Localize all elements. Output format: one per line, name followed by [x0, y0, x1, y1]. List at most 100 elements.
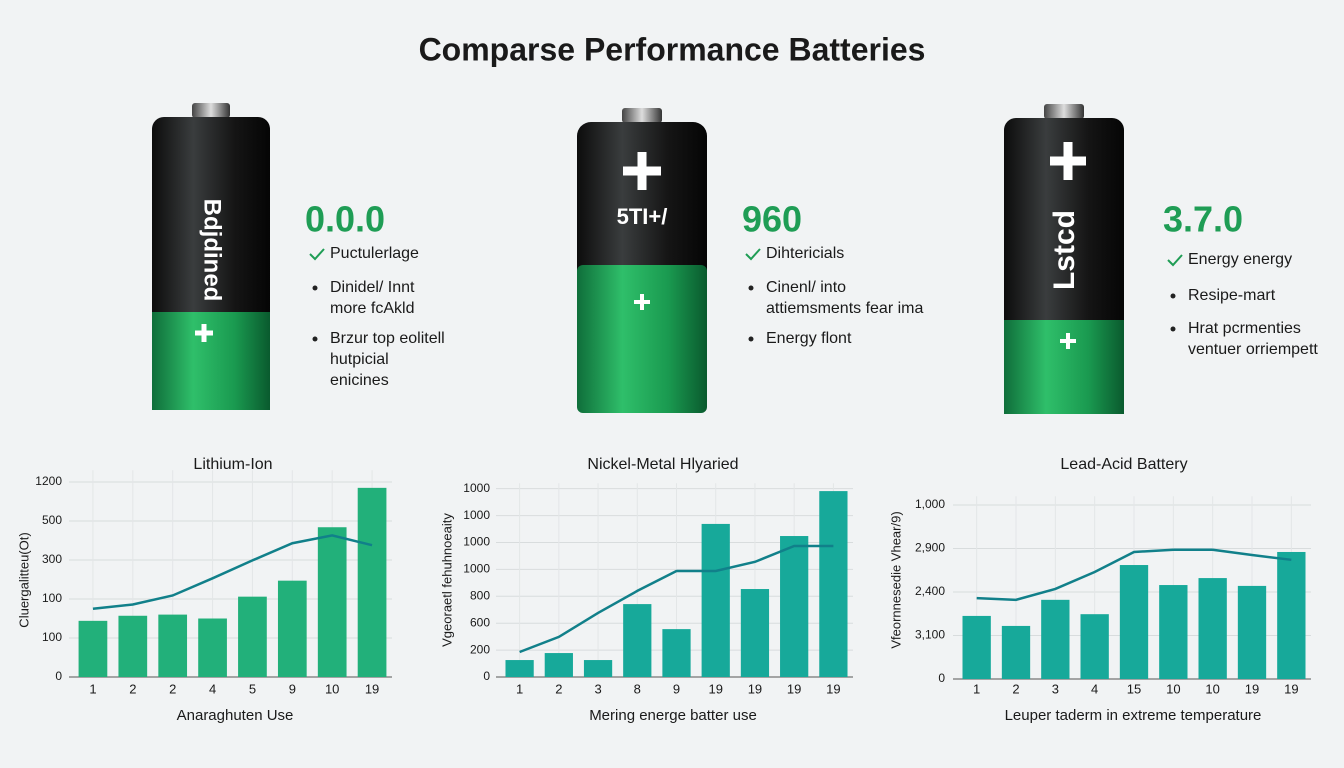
y-tick-label: 1,000 — [915, 497, 945, 511]
y-tick-label: 300 — [42, 552, 62, 566]
list-item: more fcAkld — [330, 300, 414, 317]
bullet — [312, 285, 318, 291]
bullet — [1170, 293, 1176, 299]
y-tick-label: 0 — [55, 669, 62, 683]
line — [976, 548, 1292, 602]
list-item: hutpicial — [330, 351, 389, 368]
x-tick-label: 2 — [169, 681, 176, 696]
x-tick-label: 1 — [516, 681, 523, 696]
bar — [1119, 565, 1149, 679]
list-item: ventuer orriempett — [1188, 341, 1318, 358]
y-tick-label: 100 — [42, 591, 62, 605]
chart-title: Lead-Acid Battery — [1060, 456, 1187, 473]
battery — [577, 108, 707, 413]
bar — [277, 580, 307, 677]
y-tick-label: 1000 — [463, 508, 490, 522]
bar — [158, 614, 188, 677]
list-item: Cinenl/ into — [766, 279, 846, 296]
y-tick-label: 200 — [470, 642, 490, 656]
battery — [152, 103, 270, 410]
stat-value: 3.7.0 — [1163, 199, 1243, 240]
bar — [198, 618, 227, 677]
y-axis-label: Vgeoraetl fehuhnoeaity — [439, 513, 454, 647]
x-tick-label: 15 — [1127, 681, 1141, 696]
line — [92, 534, 373, 610]
y-tick-label: 100 — [42, 630, 62, 644]
list-item: Energy flont — [766, 330, 852, 347]
check-icon — [745, 248, 761, 261]
list-item: Puctulerlage — [330, 245, 419, 262]
x-tick-label: 8 — [634, 681, 641, 696]
list-item: Dihtericials — [766, 245, 844, 262]
x-tick-label: 10 — [1166, 681, 1180, 696]
bar — [505, 660, 534, 677]
y-tick-label: 2,900 — [915, 541, 945, 555]
x-tick-label: 19 — [365, 681, 379, 696]
x-tick-label: 9 — [289, 681, 296, 696]
y-tick-label: 600 — [470, 615, 490, 629]
list-item: Brzur top eolitell — [330, 330, 445, 347]
list-item: Energy energy — [1188, 251, 1292, 268]
bar — [583, 660, 613, 677]
x-tick-label: 10 — [1205, 681, 1219, 696]
bar — [819, 491, 848, 677]
x-tick-label: 1 — [973, 681, 980, 696]
bar — [1277, 551, 1306, 679]
x-tick-label: 10 — [325, 681, 339, 696]
x-tick-label: 1 — [89, 681, 96, 696]
x-tick-label: 2 — [555, 681, 562, 696]
chart-title: Nickel-Metal Hlyaried — [587, 456, 738, 473]
bullet — [748, 336, 754, 342]
battery-label: Bdjdined — [199, 199, 226, 302]
y-tick-label: 800 — [470, 588, 490, 602]
x-tick-label: 19 — [1245, 681, 1259, 696]
bullet — [748, 285, 754, 291]
bar — [1041, 599, 1070, 679]
bar — [1080, 614, 1109, 679]
x-tick-label: 19 — [787, 681, 801, 696]
x-tick-label: 9 — [673, 681, 680, 696]
list-item: Dinidel/ Innt — [330, 279, 415, 296]
bar — [780, 536, 809, 677]
x-tick-label: 4 — [1091, 681, 1098, 696]
bar — [544, 653, 573, 677]
x-tick-label: 19 — [748, 681, 762, 696]
x-tick-label: 5 — [249, 681, 256, 696]
x-axis-label: Mering energe batter use — [589, 707, 757, 724]
stat-value: 0.0.0 — [305, 199, 385, 240]
bullet — [312, 336, 318, 342]
x-tick-label: 2 — [129, 681, 136, 696]
page-title: Comparse Performance Batteries — [419, 31, 926, 67]
y-tick-label: 1000 — [463, 535, 490, 549]
list-item: Hrat pcrmenties — [1188, 320, 1301, 337]
bar — [357, 487, 387, 677]
bar — [623, 604, 652, 677]
bar — [740, 589, 770, 677]
chart-title: Lithium-Ion — [193, 456, 272, 473]
y-tick-label: 500 — [42, 513, 62, 527]
check-icon — [1167, 254, 1183, 267]
battery — [1004, 104, 1124, 414]
stat-value: 960 — [742, 199, 802, 240]
x-tick-label: 19 — [1284, 681, 1298, 696]
y-tick-label: 1200 — [35, 474, 62, 488]
x-axis-label: Leuper taderm in extreme temperature — [1005, 707, 1262, 724]
y-axis-label: Vfeornnesedie Vhear/9) — [888, 511, 903, 648]
x-tick-label: 3 — [1052, 681, 1059, 696]
y-tick-label: 2,400 — [915, 584, 945, 598]
x-tick-label: 4 — [209, 681, 216, 696]
y-tick-label: 1000 — [463, 562, 490, 576]
battery-label: Lstcd — [1048, 210, 1081, 290]
bar — [1237, 585, 1267, 679]
line — [519, 544, 834, 654]
y-tick-label: 1000 — [463, 481, 490, 495]
bar — [662, 629, 691, 677]
bullet — [1170, 326, 1176, 332]
bar — [118, 615, 148, 677]
y-tick-label: 0 — [483, 669, 490, 683]
bar — [1001, 625, 1031, 679]
bar — [317, 527, 347, 677]
battery-label: 5TI+/ — [617, 204, 668, 229]
list-item: attiemsments fear ima — [766, 300, 923, 317]
